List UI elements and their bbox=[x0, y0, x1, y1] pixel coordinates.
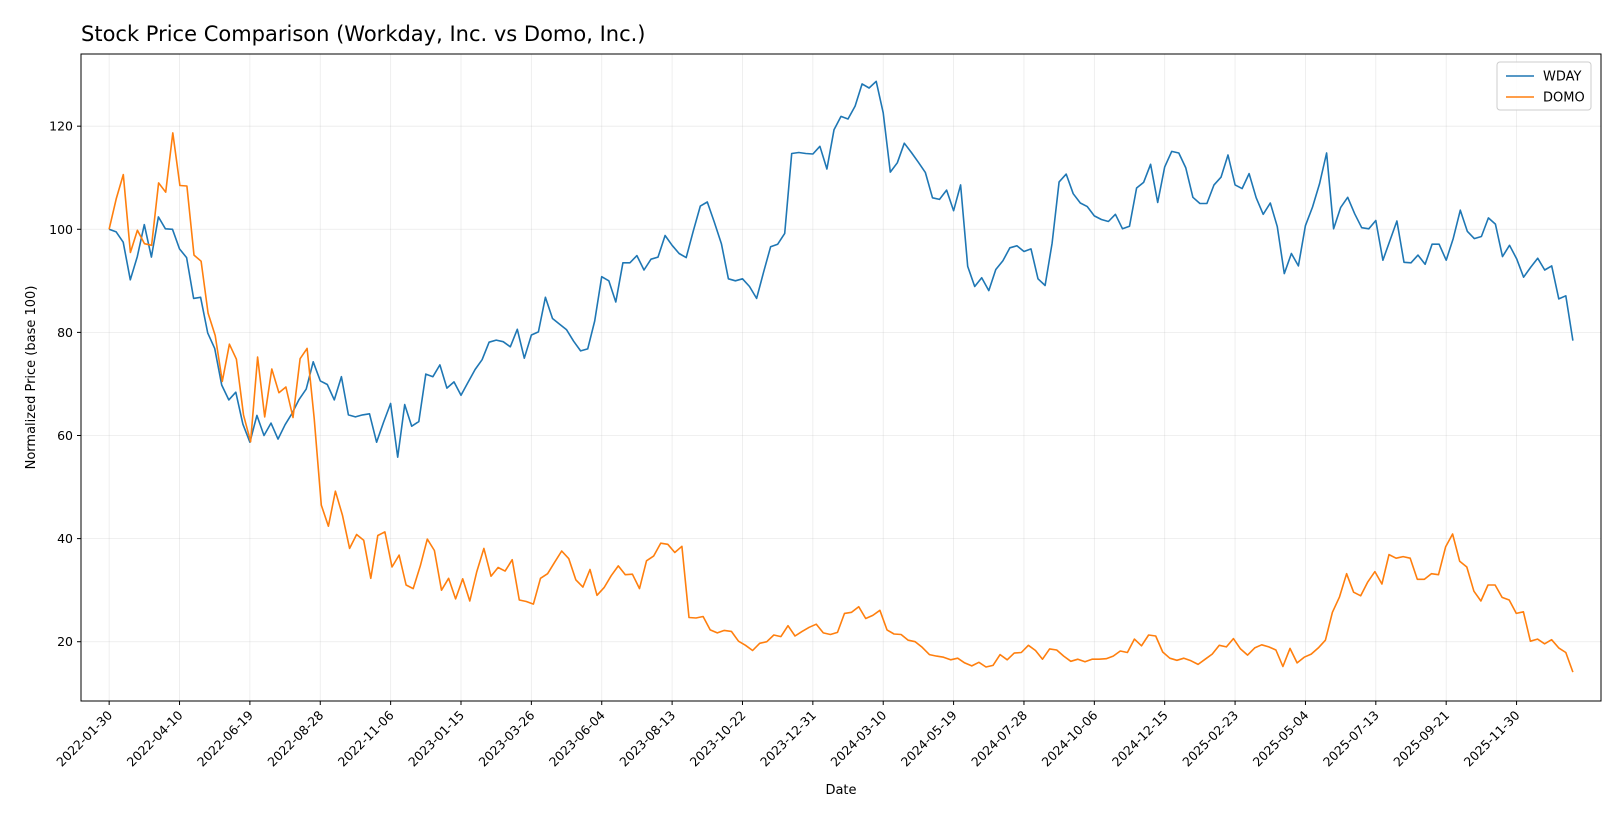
x-tick-label: 2024-12-15 bbox=[1109, 708, 1171, 770]
x-tick-label: 2023-12-31 bbox=[757, 708, 819, 770]
x-tick-label: 2023-06-04 bbox=[546, 707, 608, 769]
y-axis-label: Normalized Price (base 100) bbox=[24, 286, 39, 470]
x-tick-label: 2022-11-06 bbox=[335, 707, 397, 769]
x-tick-label: 2025-07-13 bbox=[1320, 708, 1382, 770]
x-tick-label: 2024-07-28 bbox=[968, 707, 1030, 769]
y-tick-label: 60 bbox=[57, 428, 73, 443]
x-tick-label: 2023-08-13 bbox=[616, 708, 678, 770]
y-tick-label: 40 bbox=[57, 531, 73, 546]
grid bbox=[81, 54, 1601, 701]
x-tick-label: 2024-10-06 bbox=[1038, 707, 1100, 769]
plot-area-frame bbox=[80, 53, 1602, 702]
series-line-wday bbox=[108, 80, 1574, 459]
chart-title: Stock Price Comparison (Workday, Inc. vs… bbox=[81, 22, 646, 46]
x-tick-label: 2023-01-15 bbox=[405, 708, 467, 770]
x-tick-label: 2025-11-30 bbox=[1461, 707, 1523, 769]
series-lines bbox=[108, 80, 1574, 673]
x-tick-label: 2022-01-30 bbox=[53, 707, 115, 769]
x-tick-label: 2023-10-22 bbox=[687, 708, 749, 770]
x-tick-label: 2024-03-10 bbox=[827, 707, 889, 769]
x-tick-label: 2024-05-19 bbox=[898, 707, 960, 769]
x-tick-label: 2022-04-10 bbox=[124, 707, 186, 769]
y-tick-label: 80 bbox=[57, 325, 73, 340]
y-axis-ticks: 20 40 60 80 100 120 bbox=[49, 119, 81, 649]
x-axis-label: Date bbox=[825, 783, 856, 798]
legend-label-domo: DOMO bbox=[1543, 91, 1585, 106]
y-tick-label: 100 bbox=[49, 222, 73, 237]
series-line-domo bbox=[108, 132, 1574, 673]
x-tick-label: 2025-09-21 bbox=[1390, 708, 1452, 770]
x-tick-label: 2022-06-19 bbox=[194, 707, 256, 769]
y-tick-label: 120 bbox=[49, 119, 73, 134]
x-axis-ticks: 2022-01-30 2022-04-10 2022-06-19 2022-08-28… bbox=[53, 701, 1523, 770]
x-tick-label: 2025-05-04 bbox=[1250, 707, 1312, 769]
legend-label-wday: WDAY bbox=[1543, 70, 1582, 85]
y-tick-label: 20 bbox=[57, 634, 73, 649]
x-tick-label: 2022-08-28 bbox=[264, 707, 326, 769]
x-tick-label: 2023-03-26 bbox=[476, 707, 538, 769]
legend-box bbox=[1496, 61, 1592, 111]
x-tick-label: 2025-02-23 bbox=[1179, 708, 1241, 770]
legend: WDAY DOMO bbox=[1496, 61, 1592, 111]
